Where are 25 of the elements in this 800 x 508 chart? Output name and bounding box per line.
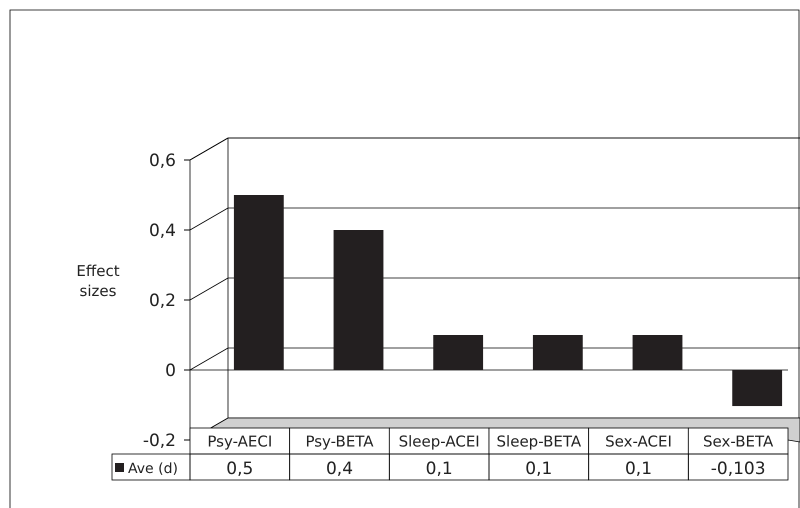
bar bbox=[433, 335, 484, 370]
x-tick-label: Sleep-BETA bbox=[496, 432, 582, 450]
legend-label: Ave (d) bbox=[128, 460, 178, 477]
data-label: 0,4 bbox=[326, 458, 354, 479]
bar bbox=[632, 335, 682, 370]
x-tick-label: Sex-ACEI bbox=[605, 432, 672, 450]
bar bbox=[234, 195, 284, 370]
y-tick-label: 0,4 bbox=[148, 220, 176, 241]
x-tick-label: Psy-BETA bbox=[305, 432, 374, 450]
data-label: 0,1 bbox=[525, 458, 552, 479]
bar bbox=[334, 230, 384, 370]
x-tick-label: Psy-AECI bbox=[207, 432, 272, 450]
x-tick-label: Sex-BETA bbox=[703, 432, 774, 450]
data-label: 0,1 bbox=[426, 458, 453, 479]
y-axis-title: Effect sizes bbox=[76, 262, 120, 300]
y-tick-label: 0,2 bbox=[148, 290, 176, 311]
bar bbox=[732, 370, 782, 406]
y-tick-label: 0,6 bbox=[148, 150, 176, 171]
data-label: -0,103 bbox=[710, 458, 766, 479]
y-tick-label: -0,2 bbox=[142, 430, 176, 451]
data-label: 0,5 bbox=[226, 458, 254, 479]
y-tick-label: 0 bbox=[165, 360, 176, 381]
x-tick-label: Sleep-ACEI bbox=[398, 432, 480, 450]
bar bbox=[532, 335, 583, 370]
data-label: 0,1 bbox=[624, 458, 652, 479]
